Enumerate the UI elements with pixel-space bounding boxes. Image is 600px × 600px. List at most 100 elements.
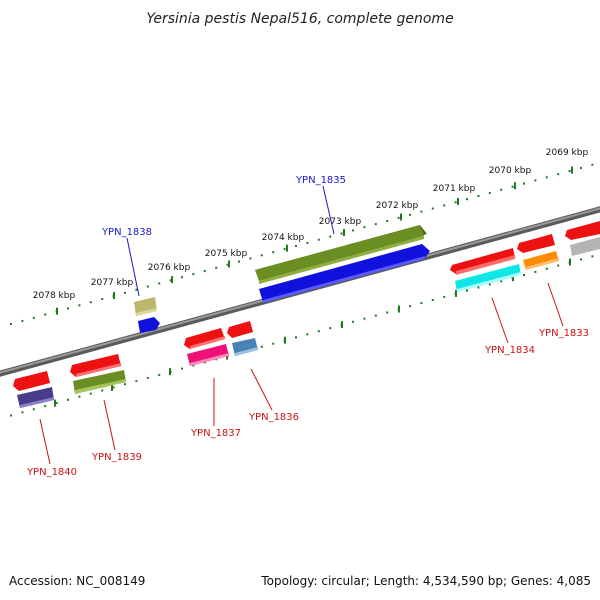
scale-dot — [580, 167, 582, 169]
scale-dot — [534, 270, 537, 273]
scale-dot — [454, 201, 457, 204]
gene-YPN_1839[interactable] — [73, 370, 126, 394]
scale-dot — [523, 274, 525, 276]
scale-dot — [283, 248, 286, 251]
scale-major-tick — [171, 276, 173, 284]
leader-lines — [39, 185, 564, 465]
scale-dot — [55, 402, 58, 404]
gene-YPN_1838[interactable] — [134, 297, 157, 316]
gene-YPN_1840[interactable] — [17, 387, 54, 408]
scale-dot — [158, 373, 161, 376]
scale-dot — [534, 179, 537, 182]
scale-dot — [21, 411, 24, 414]
scale-dot — [44, 313, 47, 316]
scale-dot — [466, 289, 468, 292]
scale-dot — [67, 307, 69, 310]
gene-edge-red[interactable] — [565, 221, 600, 240]
scale-dot — [203, 361, 206, 364]
gene-YPN_1835-forward[interactable] — [255, 225, 427, 284]
gene-YPN_1833[interactable] — [523, 251, 559, 270]
scale-dot — [124, 291, 126, 294]
scale-dot — [500, 280, 503, 283]
scale-dot — [329, 327, 332, 330]
scale-dot — [317, 330, 320, 333]
scale-dot — [420, 302, 423, 305]
scale-dot — [306, 241, 309, 244]
scale-dot — [146, 285, 149, 288]
gene-YPN_1833-red[interactable] — [517, 234, 555, 253]
gene-YPN_1838-blue[interactable] — [138, 317, 160, 333]
scale-label-2069: 2069 kbp — [546, 148, 589, 158]
gene-label-YPN_1839[interactable]: YPN_1839 — [91, 452, 142, 463]
scale-label-2071: 2071 kbp — [433, 184, 476, 194]
scale-dot — [203, 269, 206, 272]
scale-dot — [89, 392, 92, 395]
scale-dot — [431, 207, 434, 210]
gene-label-YPN_1836[interactable]: YPN_1836 — [248, 412, 299, 423]
scale-dot — [146, 377, 149, 379]
scale-dot — [10, 414, 12, 417]
scale-dot — [249, 257, 252, 260]
scale-dot — [192, 364, 195, 367]
accession-label: Accession: NC_008149 — [9, 574, 146, 588]
scale-dot — [545, 176, 548, 179]
topology-label: Topology: circular; Length: 4,534,590 bp… — [261, 574, 591, 588]
gene-YPN_1839-red[interactable] — [70, 354, 121, 377]
scale-dot — [306, 333, 309, 336]
gene-YPN_1836-red[interactable] — [227, 321, 253, 338]
scale-dot — [488, 283, 491, 286]
scale-dot — [272, 251, 275, 254]
scale-major-tick — [569, 258, 571, 266]
scale-dot — [21, 319, 24, 322]
gene-YPN_1840-red[interactable] — [13, 371, 50, 391]
scale-dot — [443, 295, 446, 298]
gene-label-YPN_1835[interactable]: YPN_1835 — [295, 175, 346, 186]
scale-major-tick — [343, 229, 345, 237]
scale-dot — [409, 213, 411, 216]
scale-major-tick — [54, 399, 56, 407]
scale-dot — [386, 311, 389, 314]
gene-label-YPN_1840[interactable]: YPN_1840 — [26, 467, 77, 478]
scale-dot — [169, 279, 172, 282]
gene-YPN_1837[interactable] — [187, 344, 229, 366]
gene-YPN_1836[interactable] — [232, 338, 258, 356]
gene-label-YPN_1837[interactable]: YPN_1837 — [190, 428, 241, 439]
scale-dot — [124, 383, 126, 386]
scale-dot — [363, 317, 366, 320]
scale-dot — [295, 336, 297, 339]
scale-dot — [295, 245, 297, 247]
scale-dot — [260, 254, 263, 257]
scale-dot — [352, 229, 354, 232]
gene-label-YPN_1838[interactable]: YPN_1838 — [101, 227, 152, 238]
scale-major-tick — [111, 384, 113, 391]
gene-YPN_1835-blue[interactable] — [259, 244, 430, 303]
gene-YPN_1834[interactable] — [455, 264, 521, 292]
scale-label-2074: 2074 kbp — [262, 233, 305, 243]
gene-edge-gray[interactable] — [570, 237, 600, 256]
gene-label-YPN_1833[interactable]: YPN_1833 — [538, 328, 589, 339]
scale-label-2070: 2070 kbp — [489, 166, 532, 176]
scale-major-tick — [284, 336, 286, 344]
scale-dot — [352, 320, 354, 323]
scale-label-2076: 2076 kbp — [148, 263, 191, 273]
scale-dot — [545, 267, 548, 270]
scale-dot — [523, 182, 525, 185]
scale-major-tick — [514, 182, 516, 190]
scale-dot — [386, 220, 389, 222]
scale-dot — [78, 395, 81, 398]
gene-YPN_1837-red[interactable] — [184, 328, 225, 349]
scale-dot — [397, 216, 400, 219]
scale-dot — [181, 367, 183, 370]
scale-dot — [135, 380, 138, 383]
scale-dot — [431, 299, 434, 301]
scale-dot — [591, 255, 594, 258]
gene-label-YPN_1834[interactable]: YPN_1834 — [484, 345, 535, 356]
scale-dot — [260, 345, 263, 348]
scale-dot — [557, 173, 560, 176]
genome-title: Yersinia pestis Nepal516, complete genom… — [146, 11, 453, 27]
scale-dot — [580, 258, 582, 261]
gene-YPN_1834-red[interactable] — [450, 248, 515, 275]
scale-major-tick — [113, 292, 115, 299]
scale-dot — [192, 273, 195, 276]
lower-scale-ticks — [10, 255, 594, 417]
